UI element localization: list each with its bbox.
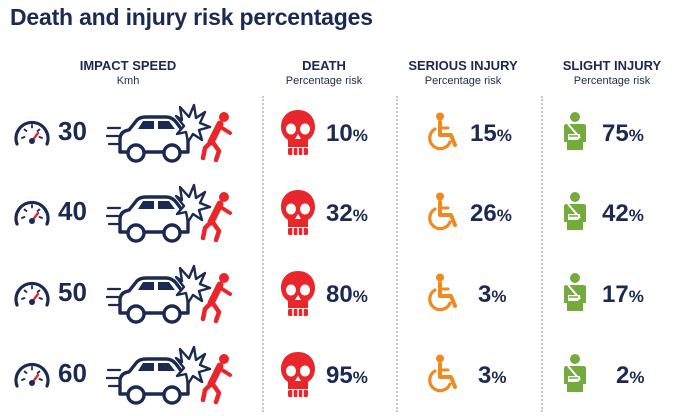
slight-cell: 17% — [560, 255, 644, 335]
impact-speed-value: 40 — [58, 196, 87, 226]
slight-value: 2 — [616, 362, 630, 389]
header-impact-speed: IMPACT SPEED Kmh — [70, 58, 186, 87]
wheelchair-icon — [426, 273, 460, 318]
percent-sign: % — [352, 287, 368, 306]
speedometer-icon — [12, 114, 52, 154]
percent-sign: % — [629, 368, 645, 387]
percent-sign: % — [352, 126, 368, 145]
column-divider — [396, 96, 398, 412]
skull-icon — [278, 269, 318, 322]
risk-row: 30 10% 15% 75% — [0, 94, 678, 174]
car-hits-pedestrian-icon — [104, 180, 236, 248]
death-value: 10 — [326, 120, 353, 147]
impact-speed-value: 30 — [58, 116, 87, 146]
arm-sling-icon — [560, 111, 590, 157]
impact-speed-value: 60 — [58, 358, 87, 388]
death-value: 95 — [326, 362, 353, 389]
serious-value: 3 — [478, 281, 492, 308]
car-hits-pedestrian-icon — [104, 342, 236, 410]
car-hits-pedestrian-icon — [104, 261, 236, 329]
serious-value: 15 — [470, 120, 497, 147]
arm-sling-icon — [560, 353, 590, 399]
death-cell: 10% — [278, 94, 368, 174]
percent-sign: % — [352, 368, 368, 387]
death-value: 32 — [326, 200, 353, 227]
skull-icon — [278, 108, 318, 161]
column-divider — [262, 96, 264, 412]
slight-cell: 2% — [560, 336, 644, 416]
speedometer-icon — [12, 356, 52, 396]
serious-cell: 26% — [426, 174, 512, 254]
death-cell: 32% — [278, 174, 368, 254]
percent-sign: % — [491, 368, 507, 387]
risk-row: 60 95% 3% 2% — [0, 336, 678, 416]
header-slight-label: SLIGHT INJURY — [562, 58, 662, 73]
slight-value: 17 — [602, 281, 629, 308]
percent-sign: % — [628, 287, 644, 306]
risk-row: 50 80% 3% 17% — [0, 255, 678, 335]
arm-sling-icon — [560, 191, 590, 237]
header-serious-label: SERIOUS INJURY — [408, 58, 518, 73]
header-slight-injury: SLIGHT INJURY Percentage risk — [548, 58, 676, 87]
header-serious-injury: SERIOUS INJURY Percentage risk — [396, 58, 530, 87]
serious-cell: 3% — [426, 336, 506, 416]
page-title: Death and injury risk percentages — [10, 4, 373, 30]
death-cell: 80% — [278, 255, 368, 335]
percent-sign: % — [491, 287, 507, 306]
percent-sign: % — [352, 206, 368, 225]
percent-sign: % — [628, 126, 644, 145]
percent-sign: % — [628, 206, 644, 225]
slight-value: 42 — [602, 200, 629, 227]
wheelchair-icon — [426, 112, 460, 157]
header-death-sub: Percentage risk — [285, 75, 363, 87]
serious-cell: 3% — [426, 255, 506, 335]
risk-row: 40 32% 26% 42% — [0, 174, 678, 254]
skull-icon — [278, 350, 318, 403]
slight-cell: 42% — [560, 174, 644, 254]
header-impact-speed-label: IMPACT SPEED — [79, 58, 177, 73]
header-impact-speed-unit: Kmh — [116, 75, 140, 87]
serious-cell: 15% — [426, 94, 512, 174]
header-slight-sub: Percentage risk — [573, 75, 651, 87]
serious-value: 26 — [470, 200, 497, 227]
percent-sign: % — [496, 206, 512, 225]
header-death-label: DEATH — [302, 58, 346, 73]
column-divider — [541, 96, 543, 412]
serious-value: 3 — [478, 362, 492, 389]
skull-icon — [278, 188, 318, 241]
header-serious-sub: Percentage risk — [424, 75, 502, 87]
speedometer-icon — [12, 194, 52, 234]
car-hits-pedestrian-icon — [104, 100, 236, 168]
speedometer-icon — [12, 275, 52, 315]
death-value: 80 — [326, 281, 353, 308]
percent-sign: % — [496, 126, 512, 145]
wheelchair-icon — [426, 192, 460, 237]
slight-cell: 75% — [560, 94, 644, 174]
wheelchair-icon — [426, 354, 460, 399]
header-death: DEATH Percentage risk — [268, 58, 380, 87]
arm-sling-icon — [560, 272, 590, 318]
death-cell: 95% — [278, 336, 368, 416]
impact-speed-value: 50 — [58, 277, 87, 307]
slight-value: 75 — [602, 120, 629, 147]
